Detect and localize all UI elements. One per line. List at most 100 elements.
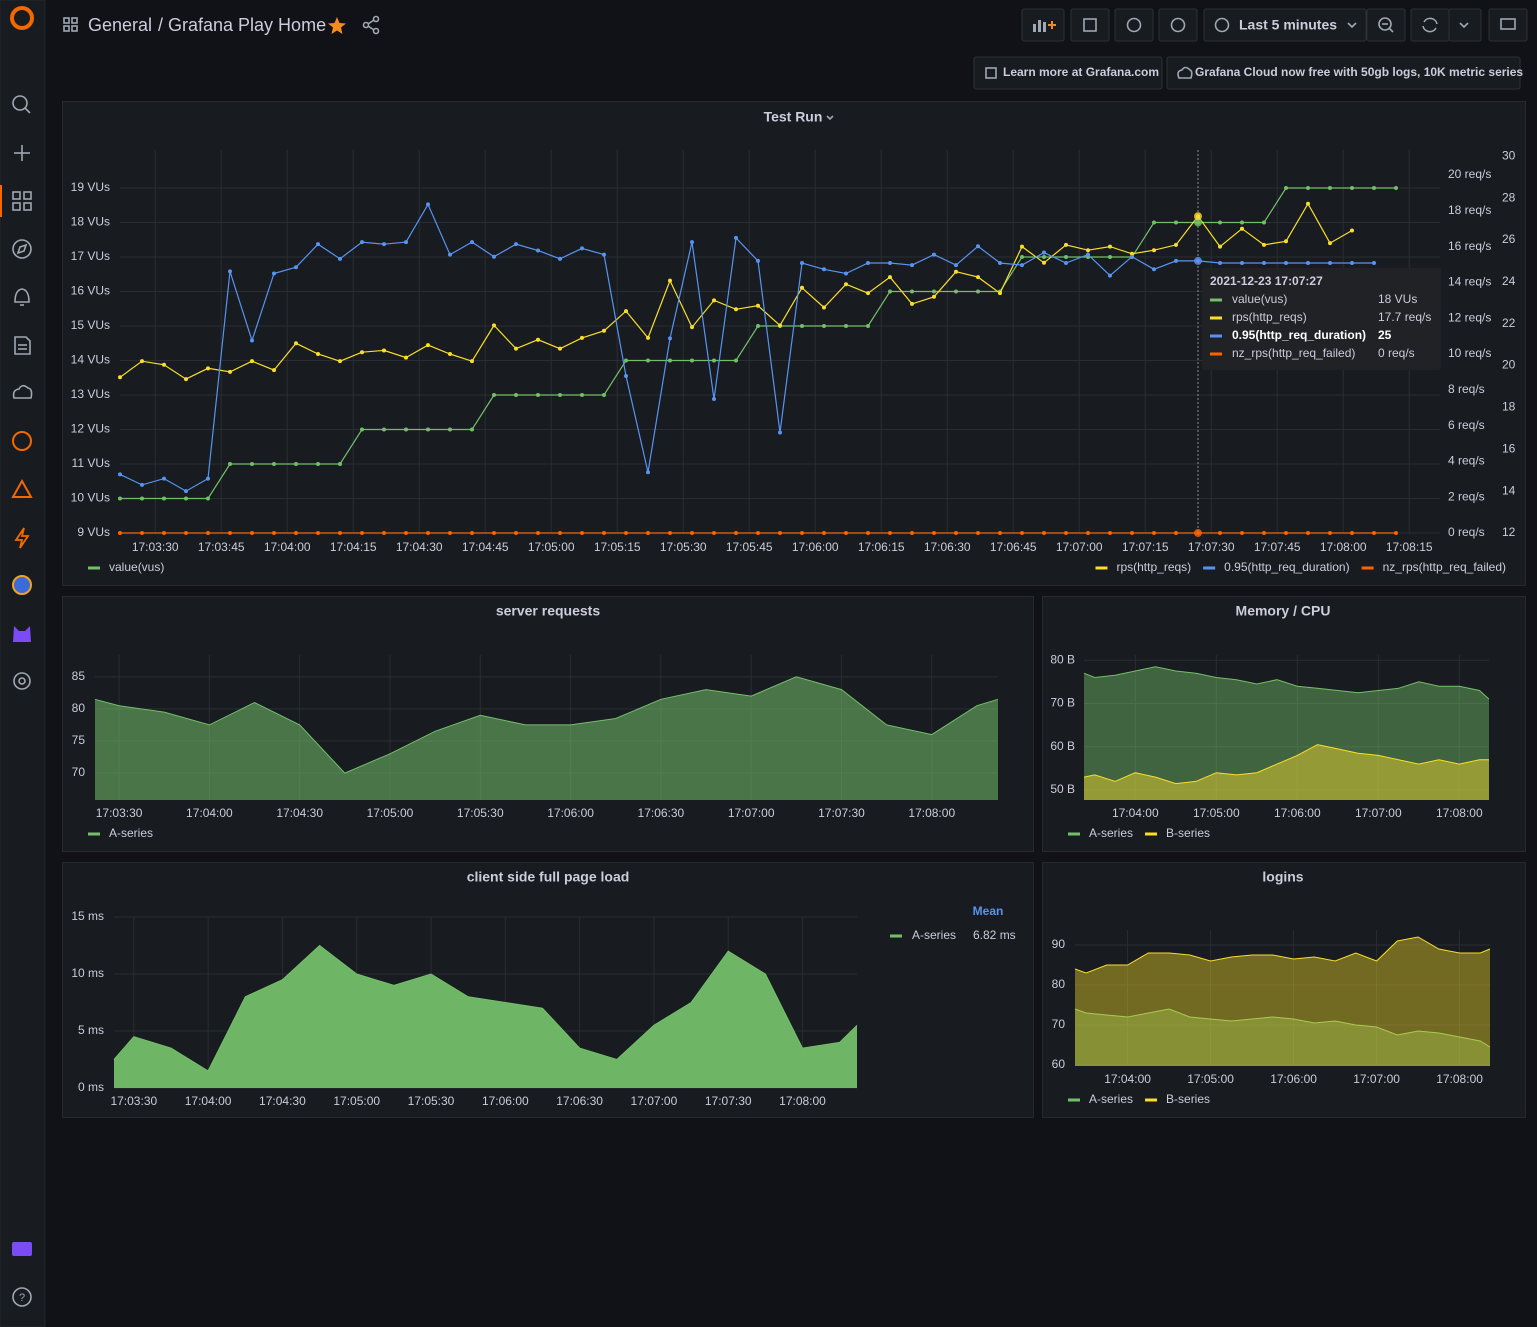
share-icon[interactable] xyxy=(362,15,380,35)
incident-icon[interactable] xyxy=(14,527,30,549)
data-point xyxy=(1086,252,1090,257)
y-tick-label: 4 req/s xyxy=(1448,454,1485,468)
tooltip-swatch xyxy=(1210,334,1222,338)
legend-swatch xyxy=(88,566,100,570)
legend-swatch xyxy=(1068,832,1080,836)
explore-icon[interactable] xyxy=(12,239,32,259)
data-point xyxy=(844,531,848,535)
panel xyxy=(1042,596,1526,852)
k6-icon[interactable] xyxy=(13,626,31,642)
x-tick-label: 17:07:00 xyxy=(728,806,775,820)
data-point xyxy=(1174,258,1178,263)
zoom-out-button[interactable] xyxy=(1366,8,1406,42)
tv-mode-button[interactable] xyxy=(1488,8,1528,42)
y-tick-label: 14 xyxy=(1502,483,1516,497)
link-button[interactable] xyxy=(973,56,1163,90)
x-tick-label: 17:03:30 xyxy=(110,1094,157,1108)
dashboards-icon[interactable] xyxy=(12,191,32,211)
y-tick-label: 0 req/s xyxy=(1448,525,1485,539)
y-tick-label: 16 req/s xyxy=(1448,239,1491,253)
data-point xyxy=(558,256,562,261)
data-point xyxy=(602,252,606,257)
grafana-logo[interactable] xyxy=(10,6,34,30)
data-point xyxy=(822,531,826,535)
legend-swatch xyxy=(88,832,100,836)
star-icon[interactable] xyxy=(328,17,346,34)
data-point xyxy=(184,531,188,535)
panel-title[interactable]: Test Run xyxy=(764,109,823,125)
data-point xyxy=(1020,254,1024,259)
data-point xyxy=(712,298,716,303)
panel-title[interactable]: server requests xyxy=(496,603,601,619)
hover-point xyxy=(1194,218,1202,227)
data-point xyxy=(756,531,760,535)
y-tick-label: 18 xyxy=(1502,400,1516,414)
data-point xyxy=(778,531,782,535)
data-point xyxy=(1042,531,1046,535)
time-picker[interactable] xyxy=(1203,8,1367,42)
help-icon[interactable]: ? xyxy=(12,1287,32,1307)
data-point xyxy=(1108,244,1112,249)
info-icon xyxy=(1126,17,1142,33)
cloud-icon[interactable] xyxy=(12,384,33,399)
y-tick-label: 15 ms xyxy=(71,909,104,923)
reports-icon[interactable] xyxy=(14,336,31,355)
folder-name[interactable]: General xyxy=(88,15,152,35)
alerting-icon[interactable] xyxy=(14,288,30,306)
data-point xyxy=(690,325,694,330)
save-button[interactable] xyxy=(1070,8,1110,42)
settings-button[interactable] xyxy=(1158,8,1198,42)
settings-icon[interactable] xyxy=(13,672,31,690)
tooltip-swatch xyxy=(1210,298,1222,302)
data-point xyxy=(844,323,848,328)
panel-title[interactable]: logins xyxy=(1262,869,1303,885)
legend-label: A-series xyxy=(1089,826,1133,840)
synthetic-icon[interactable] xyxy=(12,575,32,595)
search-icon[interactable] xyxy=(12,95,31,114)
x-tick-label: 17:07:00 xyxy=(1056,540,1103,554)
data-point xyxy=(800,531,804,535)
data-point xyxy=(228,369,232,374)
data-point xyxy=(1372,185,1376,190)
info-button[interactable] xyxy=(1114,8,1154,42)
data-point xyxy=(976,244,980,249)
oncall-icon[interactable] xyxy=(11,478,33,498)
dashboard-title[interactable]: / Grafana Play Home xyxy=(158,15,326,35)
x-tick-label: 17:04:00 xyxy=(185,1094,232,1108)
x-tick-label: 17:05:00 xyxy=(333,1094,380,1108)
external-link-icon xyxy=(985,67,997,79)
panel-title[interactable]: client side full page load xyxy=(467,869,630,885)
data-point xyxy=(558,531,562,535)
y-tick-label: 10 req/s xyxy=(1448,346,1491,360)
create-icon[interactable] xyxy=(14,145,30,161)
y-tick-label: 80 xyxy=(1052,977,1066,991)
y-tick-label: 90 xyxy=(1052,937,1066,951)
data-point xyxy=(1306,185,1310,190)
link-button[interactable] xyxy=(1166,56,1521,90)
x-tick-label: 17:06:15 xyxy=(858,540,905,554)
panel-title[interactable]: Memory / CPU xyxy=(1236,603,1331,619)
data-point xyxy=(1108,254,1112,259)
data-point xyxy=(514,531,518,535)
y-tick-label: 9 VUs xyxy=(77,525,110,539)
data-point xyxy=(1328,241,1332,246)
y-tick-label: 60 xyxy=(1052,1057,1066,1071)
cloud-link-icon xyxy=(1177,66,1193,79)
panel-menu-chevron[interactable] xyxy=(826,115,834,121)
data-point xyxy=(272,368,276,373)
data-point xyxy=(712,358,716,363)
hover-point xyxy=(1194,529,1202,537)
profile-icon[interactable] xyxy=(12,1242,32,1256)
tooltip-label: nz_rps(http_req_failed) xyxy=(1232,346,1355,360)
refresh-button[interactable] xyxy=(1410,8,1450,42)
help-glyph: ? xyxy=(19,1292,25,1304)
data-point xyxy=(976,275,980,280)
data-point xyxy=(1152,220,1156,225)
x-tick-label: 17:05:00 xyxy=(528,540,575,554)
data-point xyxy=(1350,228,1354,233)
ml-icon[interactable] xyxy=(12,431,32,451)
data-point xyxy=(382,242,386,247)
data-point xyxy=(1152,267,1156,272)
data-point xyxy=(976,289,980,294)
data-point xyxy=(448,427,452,432)
